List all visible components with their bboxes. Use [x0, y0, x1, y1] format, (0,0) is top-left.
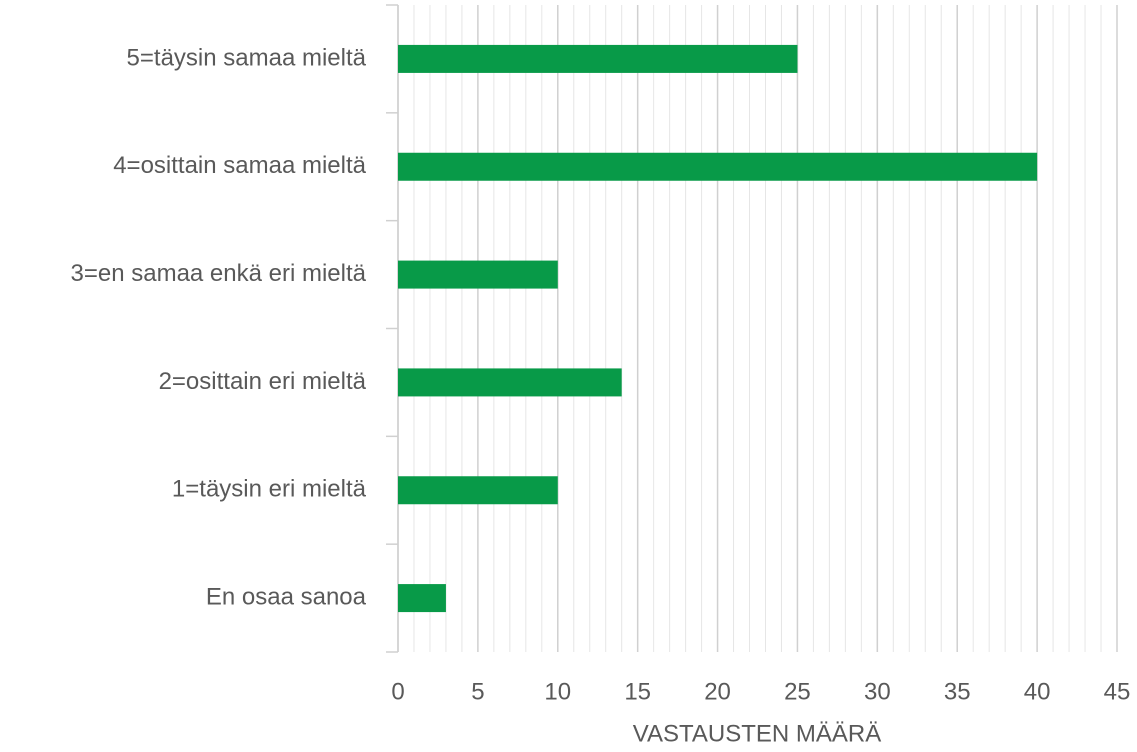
x-tick-label: 35	[944, 678, 971, 705]
x-tick-label: 20	[704, 678, 731, 705]
y-tick-label: 1=täysin eri mieltä	[172, 476, 367, 503]
bar	[398, 368, 622, 397]
y-tick-label: 4=osittain samaa mieltä	[113, 152, 366, 179]
x-axis-title: VASTAUSTEN MÄÄRÄ	[633, 720, 881, 747]
x-tick-label: 5	[471, 678, 484, 705]
y-tick-label: En osaa sanoa	[206, 583, 367, 610]
x-tick-label: 45	[1104, 678, 1131, 705]
y-tick-label: 3=en samaa enkä eri mieltä	[71, 260, 367, 287]
y-tick-label: 5=täysin samaa mieltä	[127, 44, 367, 71]
bar	[398, 476, 558, 505]
x-tick-label: 0	[391, 678, 404, 705]
x-tick-label: 15	[624, 678, 651, 705]
x-tick-label: 30	[864, 678, 891, 705]
x-tick-label: 40	[1024, 678, 1051, 705]
x-tick-label: 10	[544, 678, 571, 705]
bar	[398, 44, 798, 73]
x-tick-label: 25	[784, 678, 811, 705]
bar	[398, 152, 1038, 181]
bar	[398, 584, 446, 613]
y-tick-label: 2=osittain eri mieltä	[159, 368, 367, 395]
bar	[398, 260, 558, 289]
